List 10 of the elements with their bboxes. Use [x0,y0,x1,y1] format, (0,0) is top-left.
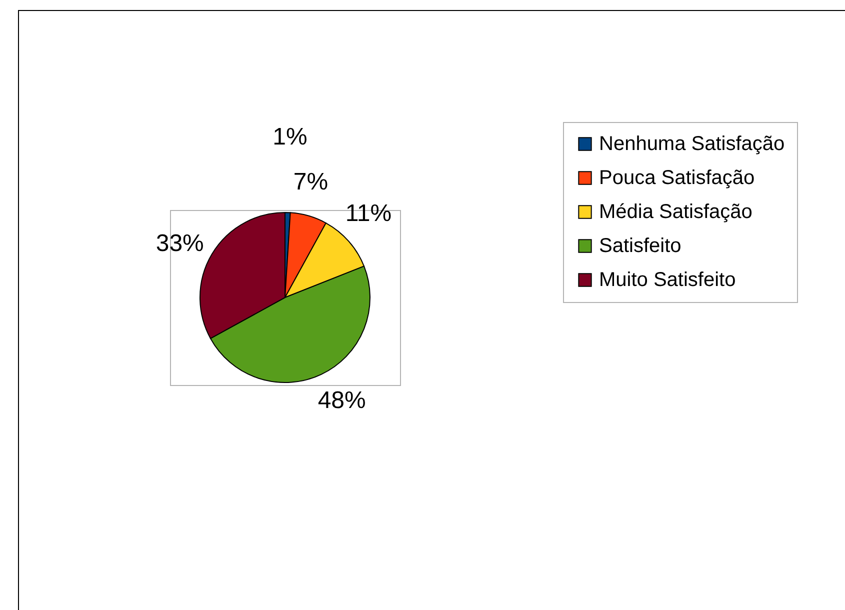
data-label: 1% [272,124,308,151]
data-label: 7% [293,168,328,196]
legend-label: Pouca Satisfação [599,167,755,189]
data-label: 48% [318,386,366,414]
legend-label: Satisfeito [599,235,682,257]
legend-label: Muito Satisfeito [599,269,736,291]
data-label: 33% [156,230,204,257]
legend-label: Média Satisfação [599,201,752,223]
data-label: 11% [345,200,392,228]
legend-label: Nenhuma Satisfação [599,133,785,155]
